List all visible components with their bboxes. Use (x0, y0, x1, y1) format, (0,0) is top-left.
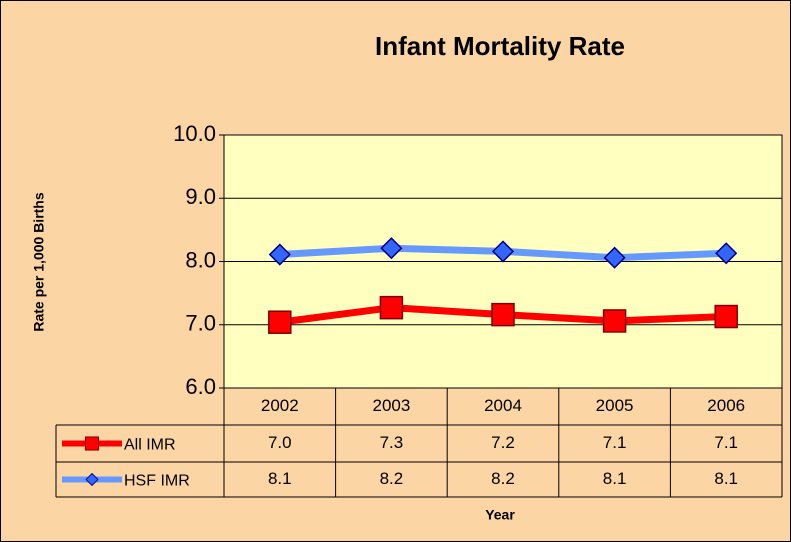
table-value: 7.0 (268, 433, 292, 452)
y-tick-label: 10.0 (173, 121, 216, 146)
table-value: 8.1 (714, 469, 738, 488)
marker (268, 310, 292, 334)
table-value: 7.1 (714, 433, 738, 452)
x-tick-label: 2003 (372, 396, 410, 415)
marker (714, 304, 738, 329)
marker (603, 246, 626, 269)
marker (715, 242, 738, 265)
y-tick-label: 6.0 (185, 374, 216, 399)
marker (491, 302, 515, 327)
table-value: 8.1 (268, 469, 292, 488)
marker (491, 240, 515, 263)
chart-title: Infant Mortality Rate (375, 31, 625, 61)
y-tick-label: 7.0 (185, 311, 216, 336)
y-tick-label: 9.0 (185, 184, 216, 209)
table-value: 7.2 (491, 433, 515, 452)
legend-label: HSF IMR (124, 473, 190, 490)
x-axis-label: Year (485, 507, 515, 523)
x-tick-label: 2005 (596, 396, 634, 415)
legend-label: All IMR (124, 437, 176, 454)
marker (379, 295, 404, 320)
marker (380, 237, 403, 260)
table-value: 7.3 (380, 433, 404, 452)
x-tick-label: 2004 (484, 396, 522, 415)
marker (84, 436, 100, 451)
x-tick-label: 2006 (707, 396, 745, 415)
x-tick-label: 2002 (261, 396, 299, 415)
table-value: 8.2 (491, 469, 515, 488)
marker (85, 472, 99, 487)
marker (268, 243, 291, 266)
y-axis-label: Rate per 1,000 Births (31, 192, 47, 331)
y-tick-label: 8.0 (185, 247, 216, 272)
table-value: 8.2 (380, 469, 404, 488)
marker (602, 309, 627, 333)
table-value: 8.1 (603, 469, 627, 488)
table-value: 7.1 (603, 433, 627, 452)
